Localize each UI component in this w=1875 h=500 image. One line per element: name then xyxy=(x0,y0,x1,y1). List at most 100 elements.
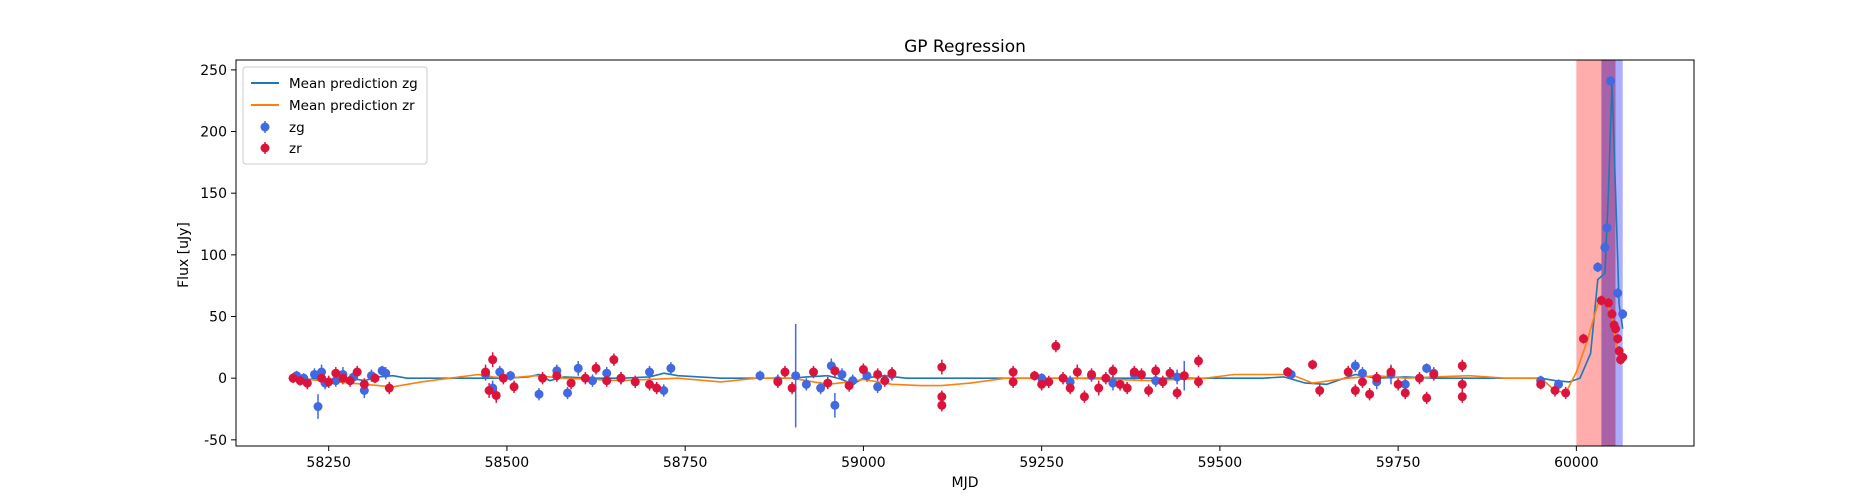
point-zr-75 xyxy=(1365,389,1375,399)
x-tick-label: 58500 xyxy=(485,455,530,471)
point-zr-80 xyxy=(1415,373,1425,383)
point-zr-90 xyxy=(1596,295,1606,305)
point-zr-1 xyxy=(295,376,305,386)
legend-entry-label: zr xyxy=(289,141,302,157)
point-zr-56 xyxy=(1108,366,1118,376)
point-zr-58 xyxy=(1122,383,1132,393)
point-zg-20 xyxy=(573,363,583,373)
legend-entry-label: Mean prediction zg xyxy=(289,76,418,92)
point-zr-9 xyxy=(359,379,369,389)
x-axis-label: MJD xyxy=(952,475,979,491)
point-zr-25 xyxy=(616,373,626,383)
point-zr-95 xyxy=(1613,334,1623,344)
point-zr-23 xyxy=(602,376,612,386)
point-zr-60 xyxy=(1136,369,1146,379)
point-zr-13 xyxy=(484,386,494,396)
point-zr-84 xyxy=(1457,361,1467,371)
point-zr-83 xyxy=(1457,379,1467,389)
point-zr-87 xyxy=(1550,386,1560,396)
shaded-regions xyxy=(1576,60,1623,446)
point-zg-9 xyxy=(359,386,369,396)
point-zr-20 xyxy=(566,378,576,388)
point-zg-40 xyxy=(1037,373,1047,383)
point-zg-43 xyxy=(1108,378,1118,388)
point-zr-42 xyxy=(937,400,947,410)
point-zr-72 xyxy=(1343,367,1353,377)
y-axis-label: Flux [uJy] xyxy=(176,222,192,288)
legend-entry-label: Mean prediction zr xyxy=(289,98,415,114)
point-zr-0 xyxy=(288,373,298,383)
y-tick-label: 100 xyxy=(200,248,227,264)
point-zg-50 xyxy=(1357,368,1367,378)
y-tick-label: 50 xyxy=(209,310,227,326)
chart-title: GP Regression xyxy=(904,37,1026,57)
point-zr-94 xyxy=(1611,324,1621,334)
point-zr-11 xyxy=(384,383,394,393)
point-zr-32 xyxy=(808,367,818,377)
point-zg-41 xyxy=(1065,377,1075,387)
y-tick-label: 200 xyxy=(200,125,227,141)
point-zr-38 xyxy=(880,376,890,386)
point-zr-18 xyxy=(538,373,548,383)
point-zg-25 xyxy=(645,367,655,377)
point-zr-5 xyxy=(331,368,341,378)
point-zg-49 xyxy=(1350,361,1360,371)
point-zr-85 xyxy=(1457,392,1467,402)
point-zg-30 xyxy=(791,371,801,381)
point-zr-46 xyxy=(1037,379,1047,389)
point-zr-12 xyxy=(481,367,491,377)
x-tick-label: 58750 xyxy=(663,455,708,471)
point-zg-26 xyxy=(659,386,669,396)
point-zr-65 xyxy=(1172,388,1182,398)
point-zg-12 xyxy=(381,368,391,378)
point-zr-74 xyxy=(1357,377,1367,387)
y-tick-label: 150 xyxy=(200,186,227,202)
x-tick-label: 58250 xyxy=(306,455,351,471)
legend-box xyxy=(242,66,428,165)
point-zr-78 xyxy=(1393,379,1403,389)
point-zr-41 xyxy=(937,392,947,402)
point-zr-2 xyxy=(302,378,312,388)
point-zg-59 xyxy=(1600,242,1610,252)
point-zr-17 xyxy=(509,382,519,392)
point-zg-54 xyxy=(1422,363,1432,373)
point-zr-36 xyxy=(858,365,868,375)
point-zr-35 xyxy=(844,381,854,391)
y-tick-label: 250 xyxy=(200,63,227,79)
point-zr-98 xyxy=(1618,352,1628,362)
legend-entry-label: zg xyxy=(289,120,305,136)
point-zr-82 xyxy=(1429,369,1439,379)
point-zr-22 xyxy=(591,363,601,373)
point-zr-67 xyxy=(1193,356,1203,366)
point-zr-27 xyxy=(645,379,655,389)
point-zg-63 xyxy=(1618,309,1628,319)
x-tick-label: 60000 xyxy=(1554,455,1599,471)
point-zr-68 xyxy=(1193,377,1203,387)
point-zr-63 xyxy=(1158,377,1168,387)
point-zg-34 xyxy=(830,400,840,410)
point-zr-62 xyxy=(1151,366,1161,376)
point-zr-28 xyxy=(652,383,662,393)
point-zg-35 xyxy=(837,369,847,379)
point-zg-28 xyxy=(755,371,765,381)
point-zg-45 xyxy=(1151,376,1161,386)
point-zr-7 xyxy=(345,376,355,386)
point-zg-6 xyxy=(331,376,341,386)
x-tick-label: 59250 xyxy=(1019,455,1064,471)
point-zr-37 xyxy=(873,369,883,379)
x-tick-label: 59750 xyxy=(1376,455,1421,471)
point-zg-60 xyxy=(1602,223,1612,233)
point-zr-15 xyxy=(491,390,501,400)
point-zg-61 xyxy=(1606,76,1616,86)
y-tick-label: -50 xyxy=(204,433,227,449)
point-zr-88 xyxy=(1561,388,1571,398)
point-zr-8 xyxy=(352,367,362,377)
point-zr-43 xyxy=(1008,377,1018,387)
point-zg-21 xyxy=(587,376,597,386)
shaded-region-2 xyxy=(1615,60,1623,446)
y-tick-label: 0 xyxy=(218,371,227,387)
point-zr-40 xyxy=(937,362,947,372)
point-zr-48 xyxy=(1051,341,1061,351)
point-zr-14 xyxy=(488,355,498,365)
x-tick-label: 59500 xyxy=(1198,455,1243,471)
